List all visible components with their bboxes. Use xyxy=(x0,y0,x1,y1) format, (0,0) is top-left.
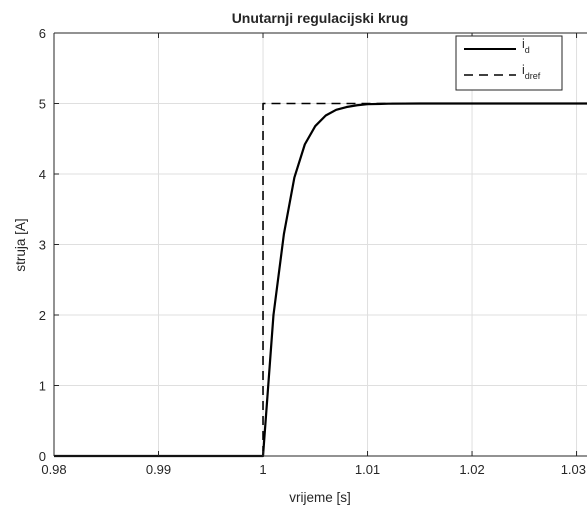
legend-label-idref-name: i xyxy=(522,63,525,77)
y-tick-label-6: 6 xyxy=(39,26,46,41)
x-tick-label-0: 0.98 xyxy=(41,462,66,477)
y-axis-label: struja [A] xyxy=(13,218,28,271)
x-tick-label-5: 1.03 xyxy=(561,462,586,477)
y-tick-label-1: 1 xyxy=(39,379,46,394)
x-tick-label-4: 1.02 xyxy=(459,462,484,477)
y-tick-label-2: 2 xyxy=(39,308,46,323)
y-tick-label-0: 0 xyxy=(39,449,46,464)
series-line-i-dref xyxy=(54,102,587,457)
y-tick-label-5: 5 xyxy=(39,97,46,112)
x-tick-label-1: 0.99 xyxy=(146,462,171,477)
x-tick-label-2: 1 xyxy=(259,462,266,477)
legend-label-idref-subscript: dref xyxy=(525,71,541,81)
x-axis-label: vrijeme [s] xyxy=(289,490,351,505)
chart-title: Unutarnji regulacijski krug xyxy=(232,10,409,26)
x-tick-label-3: 1.01 xyxy=(355,462,380,477)
legend-box xyxy=(455,35,563,91)
legend-label-id: id xyxy=(522,37,530,55)
series-layer xyxy=(54,102,587,458)
y-tick-label-4: 4 xyxy=(39,167,46,182)
legend-label-id-name: i xyxy=(522,37,525,51)
legend: id idref xyxy=(455,35,563,91)
legend-label-idref: idref xyxy=(522,63,541,81)
legend-label-id-subscript: d xyxy=(525,45,530,55)
y-tick-label-3: 3 xyxy=(39,238,46,253)
axis-ticks: 0.98 0.99 1 1.01 1.02 1.03 0 1 2 3 4 5 6 xyxy=(39,26,586,477)
